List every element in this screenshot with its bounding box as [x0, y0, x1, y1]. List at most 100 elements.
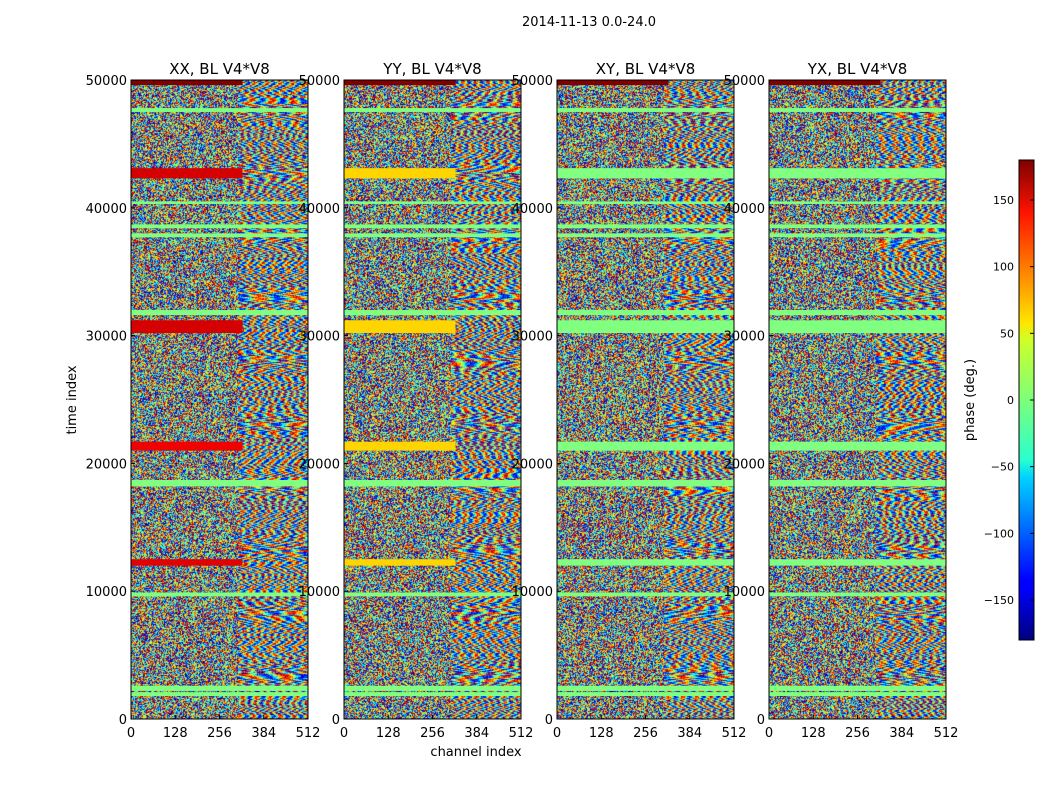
x-tick-label: 384	[889, 726, 914, 741]
flagged-row-band	[557, 692, 734, 696]
flagged-row-band	[557, 233, 734, 238]
flagged-row-band	[344, 233, 521, 238]
y-tick-label: 30000	[724, 330, 765, 345]
flagged-row-band	[557, 201, 734, 204]
flagged-row-band	[131, 310, 308, 316]
flagged-row-band	[131, 441, 243, 451]
flagged-row-band	[557, 559, 734, 566]
flagged-row-band	[769, 108, 946, 112]
y-tick-label: 30000	[86, 330, 127, 345]
flagged-row-band	[344, 168, 456, 179]
flagged-row-band	[131, 559, 243, 566]
panel-title: XX, BL V4*V8	[169, 60, 270, 78]
panel-xx: XX, BL V4*V8 0 128 256 384 512 0 10000 20000 3000…	[86, 60, 321, 741]
x-tick-label: 128	[376, 726, 401, 741]
flagged-row-band	[131, 480, 308, 487]
flagged-row-band	[344, 559, 456, 566]
flagged-row-band	[557, 592, 734, 597]
flagged-row-band	[131, 320, 243, 334]
phase-heatmap-yy	[344, 80, 521, 719]
panels: XX, BL V4*V8 0 128 256 384 512 0 10000 20000 3000…	[86, 60, 959, 741]
flagged-row-band	[769, 233, 946, 238]
flagged-row-band	[557, 108, 734, 112]
colorbar-tick-label: 150	[993, 194, 1014, 207]
flagged-row-band	[344, 441, 456, 451]
x-tick-label: 0	[765, 726, 773, 741]
x-tick-label: 512	[296, 726, 321, 741]
y-tick-label: 20000	[512, 457, 553, 472]
flagged-row-band	[557, 685, 734, 691]
flagged-row-band	[769, 201, 946, 204]
colorbar-label: phase (deg.)	[963, 359, 978, 441]
panel-xy: XY, BL V4*V8 0 128 256 384 512 0 10000 20000 3000…	[512, 60, 747, 741]
flagged-row-band	[769, 692, 946, 696]
flagged-row-band	[131, 80, 243, 86]
flagged-row-band	[344, 201, 521, 204]
flagged-row-band	[769, 224, 946, 229]
flagged-row-band	[131, 224, 308, 229]
y-tick-label: 10000	[724, 585, 765, 600]
y-tick-label: 20000	[86, 457, 127, 472]
colorbar-tick-label: −50	[991, 461, 1014, 474]
y-tick-label: 50000	[299, 74, 340, 89]
x-tick-label: 128	[589, 726, 614, 741]
x-tick-label: 512	[509, 726, 534, 741]
flagged-row-band	[769, 480, 946, 487]
flagged-row-band	[769, 441, 946, 451]
flagged-row-band	[131, 108, 308, 112]
flagged-row-band	[131, 592, 308, 597]
x-axis-label: channel index	[430, 745, 521, 760]
flagged-row-band	[769, 310, 946, 316]
x-tick-label: 256	[207, 726, 232, 741]
colorbar-tick-label: 0	[1007, 394, 1014, 407]
figure-suptitle: 2014-11-13 0.0-24.0	[522, 15, 656, 30]
flagged-row-band	[344, 310, 521, 316]
y-tick-label: 10000	[512, 585, 553, 600]
colorbar-ticks: −150 −100 −50 0 50 100 150	[984, 194, 1034, 607]
y-tick-label: 40000	[724, 202, 765, 217]
panel-title: YY, BL V4*V8	[382, 60, 481, 78]
x-tick-label: 256	[845, 726, 870, 741]
y-tick-label: 40000	[86, 202, 127, 217]
flagged-row-band	[557, 80, 669, 86]
flagged-row-band	[344, 692, 521, 696]
flagged-row-band	[769, 320, 946, 334]
flagged-row-band	[344, 108, 521, 112]
flagged-row-band	[344, 224, 521, 229]
flagged-row-band	[344, 685, 521, 691]
y-axis-label: time index	[65, 365, 80, 434]
colorbar-tick-label: 50	[1000, 327, 1014, 340]
flagged-row-band	[344, 592, 521, 597]
panel-title: XY, BL V4*V8	[596, 60, 696, 78]
y-tick-label: 40000	[299, 202, 340, 217]
flagged-row-band	[344, 80, 456, 86]
flagged-row-band	[557, 480, 734, 487]
x-tick-label: 256	[420, 726, 445, 741]
panel-yy: YY, BL V4*V8 0 128 256 384 512 0 10000 20000 3000…	[299, 60, 534, 741]
flagged-row-band	[131, 685, 308, 691]
x-tick-label: 256	[633, 726, 658, 741]
x-tick-label: 0	[340, 726, 348, 741]
y-tick-label: 0	[545, 713, 553, 728]
flagged-row-band	[131, 233, 308, 238]
x-tick-label: 384	[251, 726, 276, 741]
colorbar-tick-label: −150	[984, 594, 1014, 607]
colorbar-tick-label: 100	[993, 261, 1014, 274]
flagged-row-band	[557, 224, 734, 229]
colorbar: −150 −100 −50 0 50 100 150 phase (deg.)	[963, 159, 1035, 641]
flagged-row-band	[344, 480, 521, 487]
flagged-row-band	[557, 168, 734, 179]
flagged-row-band	[131, 692, 308, 696]
panel-yx: YX, BL V4*V8 0 128 256 384 512 0 10000 20000 3000…	[724, 60, 959, 741]
phase-heatmap-xx	[131, 80, 308, 719]
y-tick-label: 50000	[512, 74, 553, 89]
x-tick-label: 0	[127, 726, 135, 741]
y-tick-label: 40000	[512, 202, 553, 217]
x-tick-label: 512	[934, 726, 959, 741]
phase-heatmap-xy	[557, 80, 734, 719]
x-tick-label: 0	[553, 726, 561, 741]
y-tick-label: 10000	[299, 585, 340, 600]
y-tick-label: 0	[757, 713, 765, 728]
x-tick-label: 128	[163, 726, 188, 741]
